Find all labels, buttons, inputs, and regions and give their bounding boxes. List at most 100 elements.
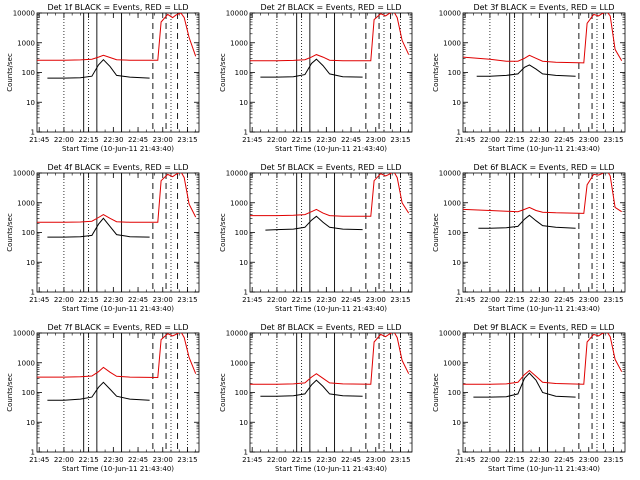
x-tick-label: 22:45	[341, 296, 361, 304]
x-tick-label: 23:15	[177, 456, 197, 464]
x-axis-label: Start Time (10-Jun-11 21:43:40)	[488, 145, 600, 153]
x-axis-label: Start Time (10-Jun-11 21:43:40)	[275, 305, 387, 313]
chart-panel-4: Det 4f BLACK = Events, RED = LLD 1 10 100 10…	[6, 163, 200, 313]
y-tick-label: 1000	[17, 199, 35, 207]
series-events	[478, 214, 576, 229]
plot-frame	[36, 332, 200, 453]
x-tick-label: 23:15	[390, 456, 410, 464]
x-tick-label: 22:30	[103, 136, 123, 144]
x-tick-label: 21:45	[242, 456, 262, 464]
x-tick-label: 21:45	[242, 136, 262, 144]
y-tick-label: 10	[26, 99, 35, 107]
y-tick-label: 1000	[230, 359, 248, 367]
chart-title: Det 3f BLACK = Events, RED = LLD	[473, 3, 614, 12]
y-tick-label: 100	[235, 389, 248, 397]
y-tick-label: 10	[452, 99, 461, 107]
series-events	[47, 381, 150, 401]
y-tick-label: 1	[457, 289, 461, 297]
y-tick-label: 1	[244, 449, 248, 457]
chart-panel-3: Det 3f BLACK = Events, RED = LLD 1 10 100 10…	[432, 3, 626, 153]
y-tick-label: 10000	[13, 330, 35, 338]
x-tick-label: 23:15	[177, 136, 197, 144]
y-tick-label: 1	[457, 129, 461, 137]
x-tick-label: 22:00	[267, 136, 287, 144]
y-tick-label: 1	[31, 449, 35, 457]
x-axis-label: Start Time (10-Jun-11 21:43:40)	[62, 145, 174, 153]
x-tick-label: 23:00	[153, 456, 173, 464]
y-tick-label: 1000	[230, 199, 248, 207]
series-events	[473, 372, 576, 398]
x-tick-label: 23:15	[603, 456, 623, 464]
x-tick-label: 23:00	[366, 456, 386, 464]
series-events	[260, 379, 363, 397]
y-tick-label: 10	[239, 99, 248, 107]
series-lld	[37, 333, 197, 379]
chart-panel-2: Det 2f BLACK = Events, RED = LLD 1 10 100 10…	[219, 3, 413, 153]
y-tick-label: 100	[235, 229, 248, 237]
series-lld	[250, 13, 410, 62]
series-events	[265, 215, 363, 231]
x-tick-label: 23:00	[579, 296, 599, 304]
y-axis-label: Counts/sec	[219, 53, 227, 92]
chart-title: Det 2f BLACK = Events, RED = LLD	[260, 3, 401, 12]
y-axis-label: Counts/sec	[432, 213, 440, 252]
x-tick-label: 22:45	[341, 456, 361, 464]
series-lld	[250, 333, 410, 385]
y-tick-label: 1000	[443, 199, 461, 207]
chart-panel-8: Det 8f BLACK = Events, RED = LLD 1 10 100 10…	[219, 323, 413, 473]
x-tick-label: 22:15	[292, 456, 312, 464]
x-tick-label: 22:15	[79, 456, 99, 464]
x-tick-label: 22:45	[554, 456, 574, 464]
chart-title: Det 7f BLACK = Events, RED = LLD	[47, 323, 188, 332]
y-axis-label: Counts/sec	[6, 213, 14, 252]
x-tick-label: 23:00	[153, 296, 173, 304]
x-tick-label: 23:00	[579, 456, 599, 464]
y-tick-label: 100	[448, 229, 461, 237]
chart-title: Det 1f BLACK = Events, RED = LLD	[47, 3, 188, 12]
x-tick-label: 22:00	[54, 456, 74, 464]
plot-frame	[36, 12, 200, 133]
series-lld	[37, 173, 197, 223]
chart-title: Det 4f BLACK = Events, RED = LLD	[47, 163, 188, 172]
chart-title: Det 6f BLACK = Events, RED = LLD	[473, 163, 614, 172]
chart-panel-6: Det 6f BLACK = Events, RED = LLD 1 10 100 10…	[432, 163, 626, 313]
plot-frame	[249, 172, 413, 293]
x-tick-label: 21:45	[29, 296, 49, 304]
x-tick-label: 22:45	[341, 136, 361, 144]
chart-title: Det 5f BLACK = Events, RED = LLD	[260, 163, 401, 172]
x-tick-label: 22:45	[554, 296, 574, 304]
y-tick-label: 10000	[13, 170, 35, 178]
y-tick-label: 100	[448, 389, 461, 397]
series-events	[47, 217, 150, 238]
x-tick-label: 23:00	[366, 296, 386, 304]
x-tick-label: 22:00	[480, 456, 500, 464]
x-tick-label: 23:15	[390, 136, 410, 144]
x-tick-label: 23:15	[603, 136, 623, 144]
y-tick-label: 10	[239, 259, 248, 267]
x-tick-label: 23:00	[153, 136, 173, 144]
x-tick-label: 23:15	[603, 296, 623, 304]
x-tick-label: 22:15	[292, 296, 312, 304]
x-tick-label: 21:45	[29, 456, 49, 464]
y-tick-label: 100	[22, 229, 35, 237]
x-axis-label: Start Time (10-Jun-11 21:43:40)	[62, 305, 174, 313]
x-tick-label: 21:45	[455, 136, 475, 144]
y-tick-label: 10000	[439, 170, 461, 178]
y-tick-label: 10	[26, 259, 35, 267]
y-tick-label: 1000	[230, 39, 248, 47]
y-tick-label: 1	[244, 289, 248, 297]
y-tick-label: 10	[452, 419, 461, 427]
x-tick-label: 22:00	[267, 456, 287, 464]
plot-frame	[36, 172, 200, 293]
x-tick-label: 22:45	[128, 456, 148, 464]
y-tick-label: 1	[457, 449, 461, 457]
x-axis-label: Start Time (10-Jun-11 21:43:40)	[275, 145, 387, 153]
series-lld	[37, 13, 197, 61]
series-events	[47, 58, 150, 79]
y-tick-label: 10000	[439, 330, 461, 338]
y-tick-label: 1	[244, 129, 248, 137]
x-tick-label: 23:15	[177, 296, 197, 304]
series-events	[260, 58, 363, 78]
plot-frame	[249, 12, 413, 133]
y-tick-label: 100	[235, 69, 248, 77]
